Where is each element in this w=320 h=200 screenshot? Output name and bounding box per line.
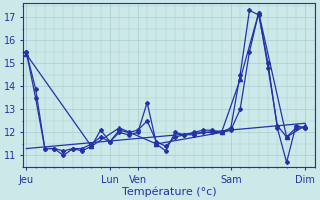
X-axis label: Température (°c): Température (°c) xyxy=(122,186,216,197)
